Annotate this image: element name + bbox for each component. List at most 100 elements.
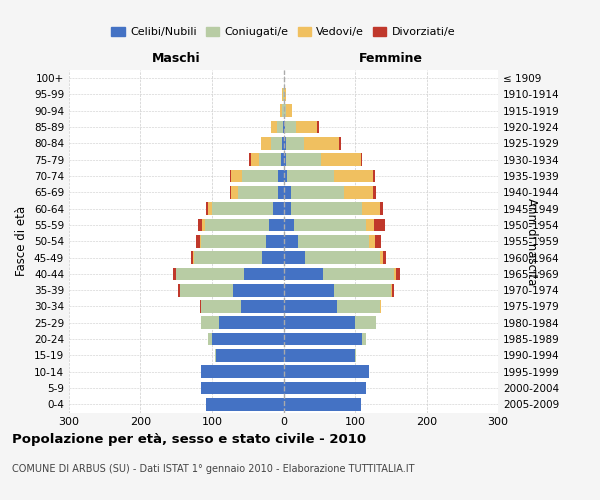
Bar — [251, 154, 259, 166]
Bar — [323, 268, 394, 280]
Bar — [215, 349, 284, 362]
Bar — [201, 235, 266, 248]
Bar — [284, 202, 290, 215]
Bar — [373, 170, 375, 182]
Bar — [383, 251, 386, 264]
Bar — [355, 316, 376, 329]
Bar — [362, 202, 380, 215]
Bar — [284, 251, 305, 264]
Bar — [339, 137, 341, 150]
Bar — [344, 186, 373, 198]
Bar — [337, 300, 380, 313]
Bar — [284, 349, 355, 362]
Bar — [286, 154, 322, 166]
Bar — [294, 218, 366, 232]
Text: COMUNE DI ARBUS (SU) - Dati ISTAT 1° gennaio 2010 - Elaborazione TUTTITALIA.IT: COMUNE DI ARBUS (SU) - Dati ISTAT 1° gen… — [12, 464, 415, 474]
Bar — [304, 137, 339, 150]
Bar — [201, 366, 284, 378]
Bar — [284, 235, 298, 248]
Bar — [201, 316, 219, 329]
Bar — [202, 218, 205, 232]
Bar — [296, 120, 317, 134]
Bar — [281, 154, 284, 166]
Bar — [290, 202, 362, 215]
Bar — [208, 332, 212, 345]
Bar — [284, 332, 362, 345]
Bar — [380, 202, 383, 215]
Bar — [201, 300, 241, 313]
Bar — [233, 284, 284, 296]
Bar — [287, 170, 334, 182]
Bar — [284, 88, 286, 101]
Bar — [284, 154, 286, 166]
Bar — [375, 235, 381, 248]
Bar — [196, 235, 200, 248]
Bar — [391, 284, 392, 296]
Bar — [282, 88, 283, 101]
Bar — [259, 154, 281, 166]
Bar — [262, 251, 284, 264]
Bar — [180, 284, 233, 296]
Bar — [370, 235, 375, 248]
Text: Popolazione per età, sesso e stato civile - 2010: Popolazione per età, sesso e stato civil… — [12, 432, 366, 446]
Bar — [212, 332, 284, 345]
Bar — [290, 186, 344, 198]
Bar — [392, 284, 394, 296]
Bar — [173, 268, 176, 280]
Bar — [284, 284, 334, 296]
Bar — [277, 120, 283, 134]
Bar — [366, 218, 374, 232]
Bar — [284, 398, 361, 410]
Bar — [201, 382, 284, 394]
Bar — [206, 398, 284, 410]
Bar — [205, 218, 269, 232]
Bar — [380, 251, 383, 264]
Bar — [176, 268, 244, 280]
Bar — [200, 300, 201, 313]
Bar — [286, 137, 304, 150]
Bar — [284, 316, 355, 329]
Bar — [380, 300, 381, 313]
Bar — [193, 251, 194, 264]
Y-axis label: Fasce di età: Fasce di età — [16, 206, 28, 276]
Bar — [232, 170, 242, 182]
Bar — [206, 202, 208, 215]
Bar — [278, 186, 284, 198]
Bar — [305, 251, 380, 264]
Bar — [230, 186, 232, 198]
Bar — [178, 284, 180, 296]
Bar — [269, 218, 284, 232]
Bar — [219, 316, 284, 329]
Bar — [284, 120, 285, 134]
Bar — [317, 120, 319, 134]
Bar — [278, 170, 284, 182]
Text: Femmine: Femmine — [359, 52, 423, 65]
Bar — [284, 366, 370, 378]
Bar — [242, 170, 278, 182]
Bar — [199, 218, 202, 232]
Bar — [283, 88, 284, 101]
Bar — [285, 120, 296, 134]
Bar — [298, 235, 370, 248]
Bar — [212, 202, 273, 215]
Bar — [284, 104, 286, 117]
Bar — [249, 154, 251, 166]
Bar — [283, 120, 284, 134]
Bar — [284, 218, 294, 232]
Bar — [374, 218, 385, 232]
Bar — [284, 382, 366, 394]
Bar — [232, 186, 238, 198]
Bar — [241, 300, 284, 313]
Bar — [282, 137, 284, 150]
Bar — [266, 235, 284, 248]
Bar — [273, 202, 284, 215]
Bar — [200, 235, 201, 248]
Bar — [355, 349, 356, 362]
Bar — [230, 170, 232, 182]
Text: Maschi: Maschi — [152, 52, 200, 65]
Bar — [284, 137, 286, 150]
Bar — [271, 137, 282, 150]
Bar — [280, 104, 282, 117]
Text: Anni di nascita: Anni di nascita — [524, 198, 538, 285]
Bar — [322, 154, 361, 166]
